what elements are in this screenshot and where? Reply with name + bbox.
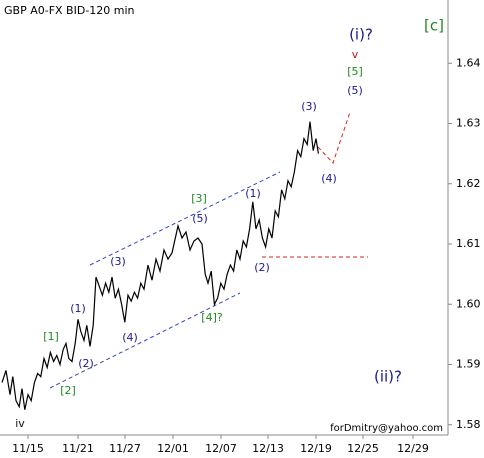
- y-tick-label: 1.58: [456, 418, 481, 431]
- wave-projection: [317, 111, 351, 164]
- wave-label: v: [352, 48, 359, 61]
- chart-title: GBP A0-FX BID-120 min: [4, 4, 135, 17]
- watermark: forDmitry@yahoo.com: [330, 423, 443, 434]
- y-tick-label: 1.60: [456, 297, 481, 310]
- wave-label: (3): [110, 255, 126, 268]
- wave-label: [4]?: [201, 311, 223, 324]
- x-tick-label: 12/13: [252, 442, 284, 455]
- x-tick-label: 11/27: [109, 442, 141, 455]
- channel-upper: [89, 171, 281, 266]
- wave-label: [c]: [424, 17, 444, 35]
- wave-label: [5]: [347, 65, 363, 78]
- x-tick-label: 12/29: [397, 442, 429, 455]
- wave-label: [3]: [191, 192, 207, 205]
- wave-label: [1]: [43, 330, 59, 343]
- wave-label: iv: [15, 417, 25, 430]
- price-line: [1, 121, 319, 410]
- wave-label: (3): [301, 100, 317, 113]
- wave-label: (4): [122, 331, 138, 344]
- y-tick-label: 1.62: [456, 177, 481, 190]
- x-tick-label: 11/21: [62, 442, 94, 455]
- y-tick-label: 1.61: [456, 237, 481, 250]
- y-tick-label: 1.63: [456, 117, 481, 130]
- x-tick-label: 12/07: [205, 442, 237, 455]
- wave-label: (ii)?: [374, 368, 402, 386]
- channel-lower: [49, 292, 241, 389]
- wave-label: (5): [192, 212, 208, 225]
- wave-label: (5): [347, 84, 363, 97]
- wave-label: (4): [321, 172, 337, 185]
- y-tick-label: 1.59: [456, 358, 481, 371]
- wave-label: (2): [78, 357, 94, 370]
- wave-label: (2): [254, 261, 270, 274]
- x-tick-label: 12/25: [347, 442, 379, 455]
- wave-label: (i)?: [349, 26, 373, 44]
- x-tick-label: 11/15: [12, 442, 44, 455]
- wave-label: (1): [70, 302, 86, 315]
- x-tick-label: 12/19: [300, 442, 332, 455]
- x-tick-label: 12/01: [157, 442, 189, 455]
- wave-label: [2]: [60, 384, 76, 397]
- wave-label: (1): [245, 187, 261, 200]
- y-tick-label: 1.64: [456, 56, 481, 69]
